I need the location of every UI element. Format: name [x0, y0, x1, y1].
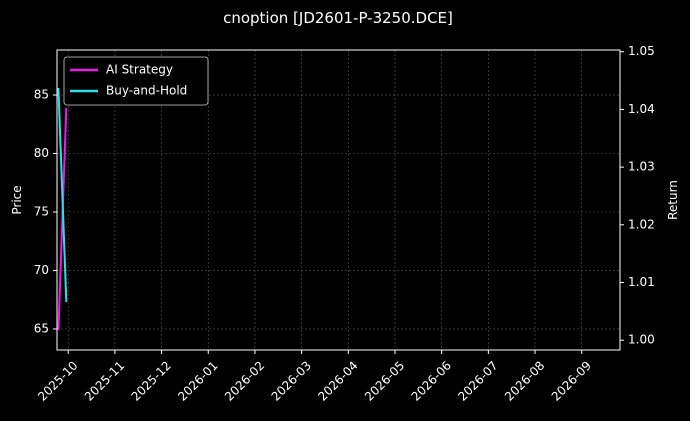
x-tick-label: 2026-08: [502, 358, 547, 403]
x-tick-label: 2026-09: [549, 358, 594, 403]
y-axis-label: Price: [10, 185, 24, 214]
y2-tick-label: 1.03: [628, 160, 655, 174]
legend-label: Buy-and-Hold: [106, 84, 187, 98]
y2-tick-label: 1.05: [628, 44, 655, 58]
y-tick-label: 80: [34, 146, 49, 160]
legend: AI Strategy Buy-and-Hold: [63, 56, 209, 106]
x-tick-label: 2026-01: [175, 358, 220, 403]
x-tick-label: 2025-11: [82, 358, 127, 403]
x-tick-label: 2026-05: [362, 358, 407, 403]
y2-tick-label: 1.00: [628, 333, 655, 347]
series-line: [57, 87, 68, 303]
y-tick-label: 65: [34, 321, 49, 335]
y-tick-label: 85: [34, 88, 49, 102]
x-tick-label: 2025-10: [35, 358, 80, 403]
chart-title: cnoption [JD2601-P-3250.DCE]: [223, 9, 453, 27]
y-tick-label: 70: [34, 263, 49, 277]
plot-frame: [56, 49, 621, 351]
x-tick-label: 2025-12: [129, 358, 174, 403]
x-tick-label: 2026-03: [269, 358, 314, 403]
y2-tick-label: 1.01: [628, 275, 655, 289]
x-tick-label: 2026-07: [455, 358, 500, 403]
y-tick-label: 75: [34, 204, 49, 218]
y2-tick-label: 1.04: [628, 102, 655, 116]
legend-box: [63, 56, 209, 106]
legend-label: AI Strategy: [106, 63, 173, 77]
y2-axis-label: Return: [666, 180, 680, 220]
x-tick-label: 2026-06: [409, 358, 454, 403]
x-tick-label: 2026-04: [315, 358, 360, 403]
y2-tick-label: 1.02: [628, 217, 655, 231]
x-tick-label: 2026-02: [222, 358, 267, 403]
